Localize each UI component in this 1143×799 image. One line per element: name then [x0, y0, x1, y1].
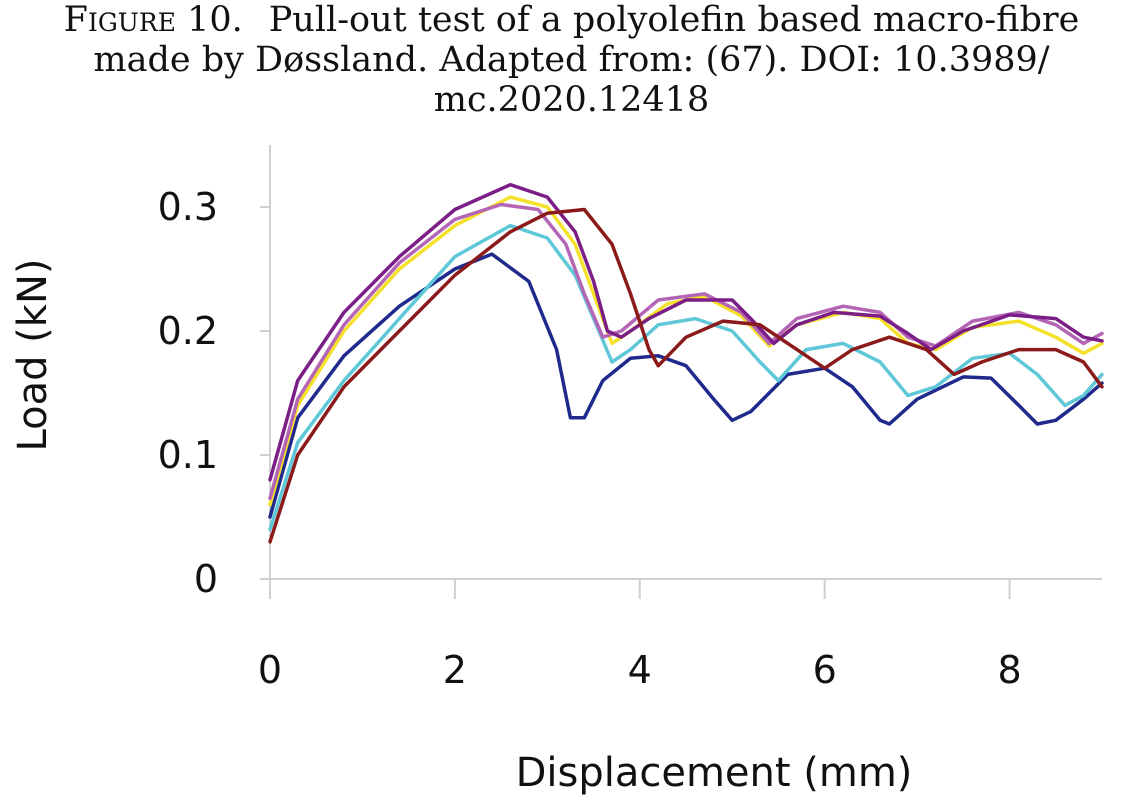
caption-line-2: made by Døssland. Adapted from: (67). DO… — [93, 40, 1050, 80]
caption-text-1: Pull-out test of a polyolefin based macr… — [268, 0, 1080, 40]
x-tick-label: 4 — [628, 648, 652, 692]
chart-labels: 0 0.1 0.2 0.3 0 2 4 6 8 Displacement (mm) Load (kN… — [10, 185, 1022, 796]
y-tick-label: 0 — [194, 557, 218, 601]
series-line-4 — [268, 202, 1104, 501]
figure-caption: Figure 10. Pull-out test of a polyolefin … — [0, 0, 1143, 120]
x-tick-label: 8 — [997, 648, 1021, 692]
series-line-2 — [268, 223, 1104, 532]
y-tick-label: 0.1 — [158, 433, 218, 477]
y-axis-title: Load (kN) — [10, 259, 56, 452]
figure-label: Figure 10. — [63, 0, 243, 40]
x-axis-title: Displacement (mm) — [516, 750, 913, 796]
x-tick-label: 6 — [813, 648, 837, 692]
chart-series — [268, 182, 1104, 544]
series-line-5 — [268, 182, 1104, 482]
series-line-1 — [268, 252, 1104, 519]
caption-line-1: Figure 10. Pull-out test of a polyolefin … — [0, 0, 1143, 40]
y-tick-label: 0.3 — [158, 185, 218, 229]
chart-axes — [260, 145, 1102, 599]
x-tick-label: 2 — [443, 648, 467, 692]
x-tick-label: 0 — [258, 648, 282, 692]
y-tick-label: 0.2 — [158, 309, 218, 353]
caption-line-3: mc.2020.12418 — [433, 80, 710, 120]
series-line-3 — [268, 195, 1104, 507]
series-line-6 — [268, 207, 1104, 544]
